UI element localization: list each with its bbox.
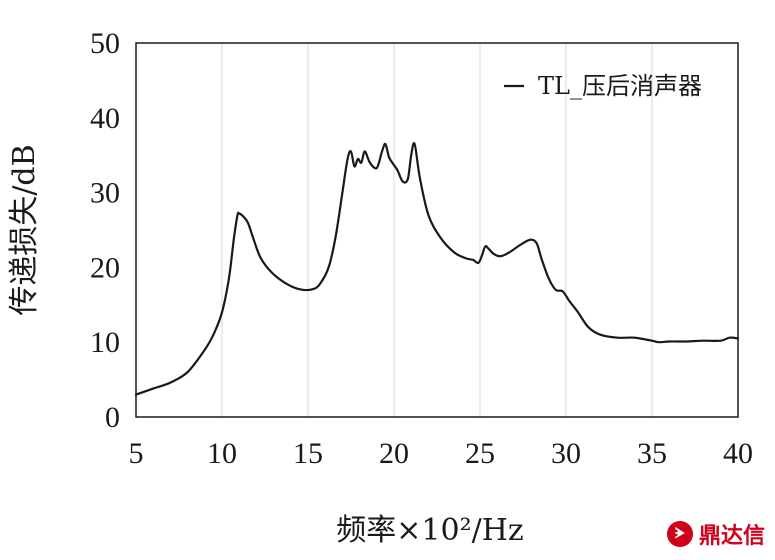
y-tick-label: 20 [90,251,120,284]
x-tick-label: 20 [379,437,409,470]
y-axis-label: 传递损失/dB [7,144,42,315]
legend-label: TL_压后消声器 [538,72,702,100]
tick-labels: 5 10 15 20 25 30 35 40 0 10 20 30 40 50 [90,27,753,470]
x-axis-label: 频率×10²/Hz [336,513,523,548]
series-line-tl [134,142,740,396]
x-tick-label: 5 [129,437,144,470]
grid [221,43,653,417]
watermark-text: 鼎达信 [698,524,765,549]
legend: TL_压后消声器 [504,72,702,100]
y-tick-label: 40 [90,102,120,135]
y-tick-label: 30 [90,177,120,210]
y-tick-label: 0 [105,401,120,434]
seal-icon: ᗘ [666,521,693,547]
watermark-logo: ᗘ 鼎达信 [666,518,765,550]
x-tick-label: 10 [207,437,237,470]
x-tick-label: 40 [723,437,753,470]
plot-frame [135,42,739,418]
x-tick-label: 30 [551,437,581,470]
y-tick-label: 10 [90,326,120,359]
y-tick-label: 50 [90,27,120,60]
x-tick-label: 35 [637,437,667,470]
x-tick-label: 25 [465,437,495,470]
x-tick-label: 15 [293,437,323,470]
